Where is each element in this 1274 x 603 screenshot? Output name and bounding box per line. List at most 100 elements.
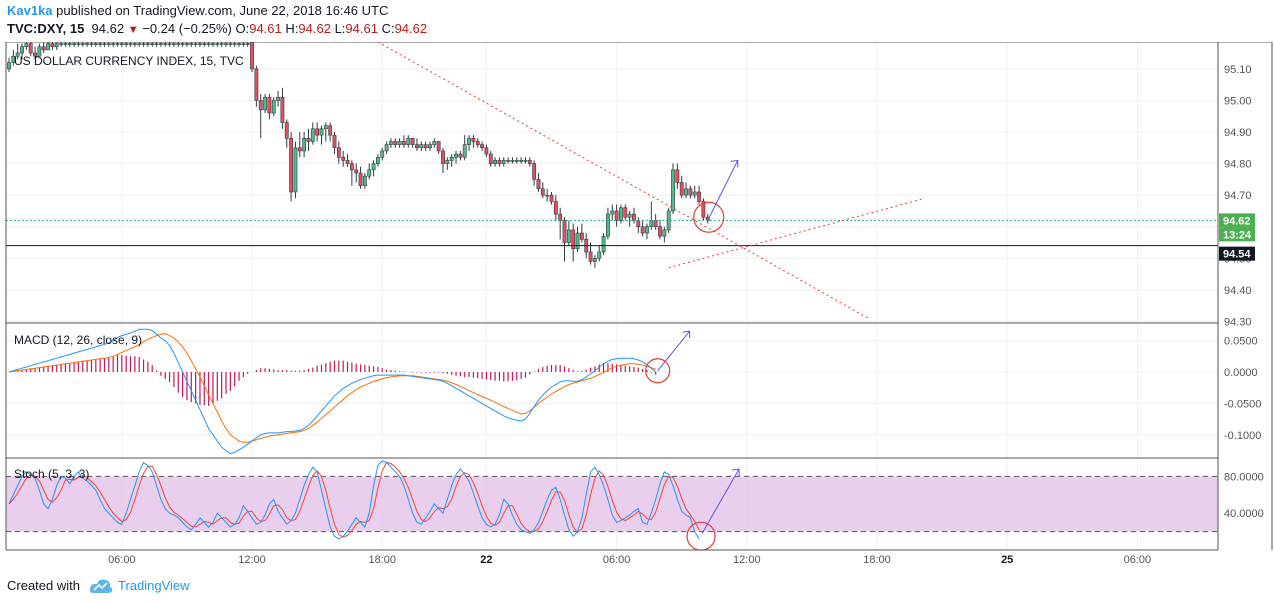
candle-body bbox=[349, 163, 354, 171]
macd-pane[interactable]: MACD (12, 26, close, 9) bbox=[8, 328, 691, 455]
down-arrow-icon: ▼ bbox=[127, 24, 139, 36]
candle bbox=[293, 141, 298, 199]
candle bbox=[562, 217, 567, 262]
candle-body bbox=[536, 179, 541, 190]
candle bbox=[7, 57, 11, 72]
descending-trendline[interactable] bbox=[377, 42, 869, 319]
tradingview-logo-icon[interactable] bbox=[88, 575, 114, 595]
candle-body bbox=[371, 163, 376, 171]
candle bbox=[471, 135, 476, 148]
candle-body bbox=[76, 43, 81, 45]
time-axis[interactable]: 06:00 12:00 18:00 22 06:00 12:00 18:00 25 06:00 bbox=[108, 554, 1151, 566]
price-annotation[interactable] bbox=[693, 159, 739, 233]
candle bbox=[63, 42, 68, 47]
tradingview-brand[interactable]: TradingView bbox=[118, 578, 190, 593]
candle-body bbox=[132, 43, 137, 45]
candle bbox=[245, 42, 250, 47]
candle-body bbox=[111, 43, 116, 45]
candle-body bbox=[310, 128, 315, 142]
candle bbox=[588, 242, 593, 265]
candle-body bbox=[627, 213, 632, 218]
candle bbox=[219, 42, 224, 47]
candle-body bbox=[206, 43, 211, 45]
grid bbox=[6, 42, 1218, 550]
price-arrow-icon[interactable] bbox=[707, 159, 739, 221]
candle-body bbox=[419, 144, 424, 149]
candle-body bbox=[467, 137, 471, 145]
candle-body bbox=[601, 235, 606, 253]
candle bbox=[267, 94, 272, 120]
candle-body bbox=[402, 141, 406, 145]
candle bbox=[137, 42, 142, 47]
candle-body bbox=[15, 52, 20, 57]
stoch-tick-label: 80.0000 bbox=[1224, 471, 1264, 483]
candle bbox=[119, 42, 124, 47]
candle-body bbox=[145, 43, 150, 45]
candle bbox=[37, 43, 42, 57]
close-value: 94.62 bbox=[394, 21, 428, 36]
candle bbox=[519, 157, 524, 164]
candle bbox=[480, 141, 484, 151]
candle bbox=[98, 42, 103, 47]
candle bbox=[367, 163, 372, 180]
candle bbox=[263, 94, 267, 114]
candle-body bbox=[389, 141, 393, 145]
price-axis[interactable]: 95.1095.0094.9094.8094.7094.6094.5094.40… bbox=[1224, 64, 1264, 520]
candle bbox=[697, 185, 701, 205]
candle-body bbox=[250, 42, 254, 70]
ascending-trendline[interactable] bbox=[668, 197, 925, 269]
candle bbox=[571, 223, 576, 262]
candle bbox=[124, 42, 129, 47]
candle bbox=[154, 42, 159, 47]
candle-body bbox=[579, 232, 584, 240]
price-tick-label: 95.00 bbox=[1224, 95, 1252, 107]
candle bbox=[701, 198, 706, 221]
candle bbox=[72, 42, 77, 47]
candle-body bbox=[645, 226, 649, 234]
macd-pane-title: MACD (12, 26, close, 9) bbox=[14, 333, 142, 347]
candle bbox=[28, 42, 33, 57]
price-circle-marker[interactable] bbox=[693, 201, 725, 233]
price-pane[interactable]: US DOLLAR CURRENCY INDEX, 15, TVC bbox=[6, 42, 1218, 319]
author-link[interactable]: Kav1ka bbox=[7, 3, 53, 18]
chart-canvas[interactable]: US DOLLAR CURRENCY INDEX, 15, TVC MACD (… bbox=[0, 42, 1274, 570]
candle bbox=[445, 157, 450, 170]
symbol-label[interactable]: TVC:DXY, 15 bbox=[7, 21, 85, 36]
candle-body bbox=[649, 220, 654, 228]
time-tick-label: 12:00 bbox=[733, 554, 761, 566]
time-tick-label: 12:00 bbox=[238, 554, 266, 566]
candle-body bbox=[592, 257, 597, 262]
stochastic-pane[interactable]: Stoch (5, 3, 3) bbox=[6, 460, 1218, 551]
candle-body bbox=[72, 43, 77, 45]
candle bbox=[102, 42, 107, 47]
macd-arrow-icon[interactable] bbox=[657, 330, 691, 372]
candle bbox=[402, 135, 406, 148]
candle-body bbox=[653, 220, 658, 228]
current-price-badge-label: 94.62 bbox=[1223, 215, 1251, 227]
candle-body bbox=[202, 43, 207, 45]
candle-body bbox=[623, 207, 628, 218]
low-label: L: bbox=[334, 21, 346, 36]
candle-body bbox=[124, 43, 129, 45]
candle bbox=[145, 42, 150, 47]
pane-separators bbox=[5, 42, 1273, 551]
candle-body bbox=[163, 43, 168, 45]
candle bbox=[206, 42, 211, 47]
candle bbox=[141, 42, 146, 47]
candle bbox=[441, 147, 445, 174]
high-value: 94.62 bbox=[298, 21, 331, 36]
created-with-text: Created with bbox=[7, 578, 80, 593]
time-tick-label: 25 bbox=[1001, 554, 1013, 566]
macd-circle-marker[interactable] bbox=[645, 358, 671, 384]
candle-body bbox=[527, 160, 532, 164]
low-value: 94.61 bbox=[345, 21, 378, 36]
main-pane-title: US DOLLAR CURRENCY INDEX, 15, TVC bbox=[14, 54, 244, 68]
candle bbox=[185, 42, 189, 47]
stoch-arrow-icon[interactable] bbox=[701, 468, 740, 534]
candle-body bbox=[432, 141, 437, 145]
candle bbox=[558, 207, 563, 240]
candle-body bbox=[393, 141, 398, 145]
candle bbox=[410, 137, 415, 148]
candle bbox=[627, 210, 632, 227]
candle bbox=[545, 188, 550, 202]
